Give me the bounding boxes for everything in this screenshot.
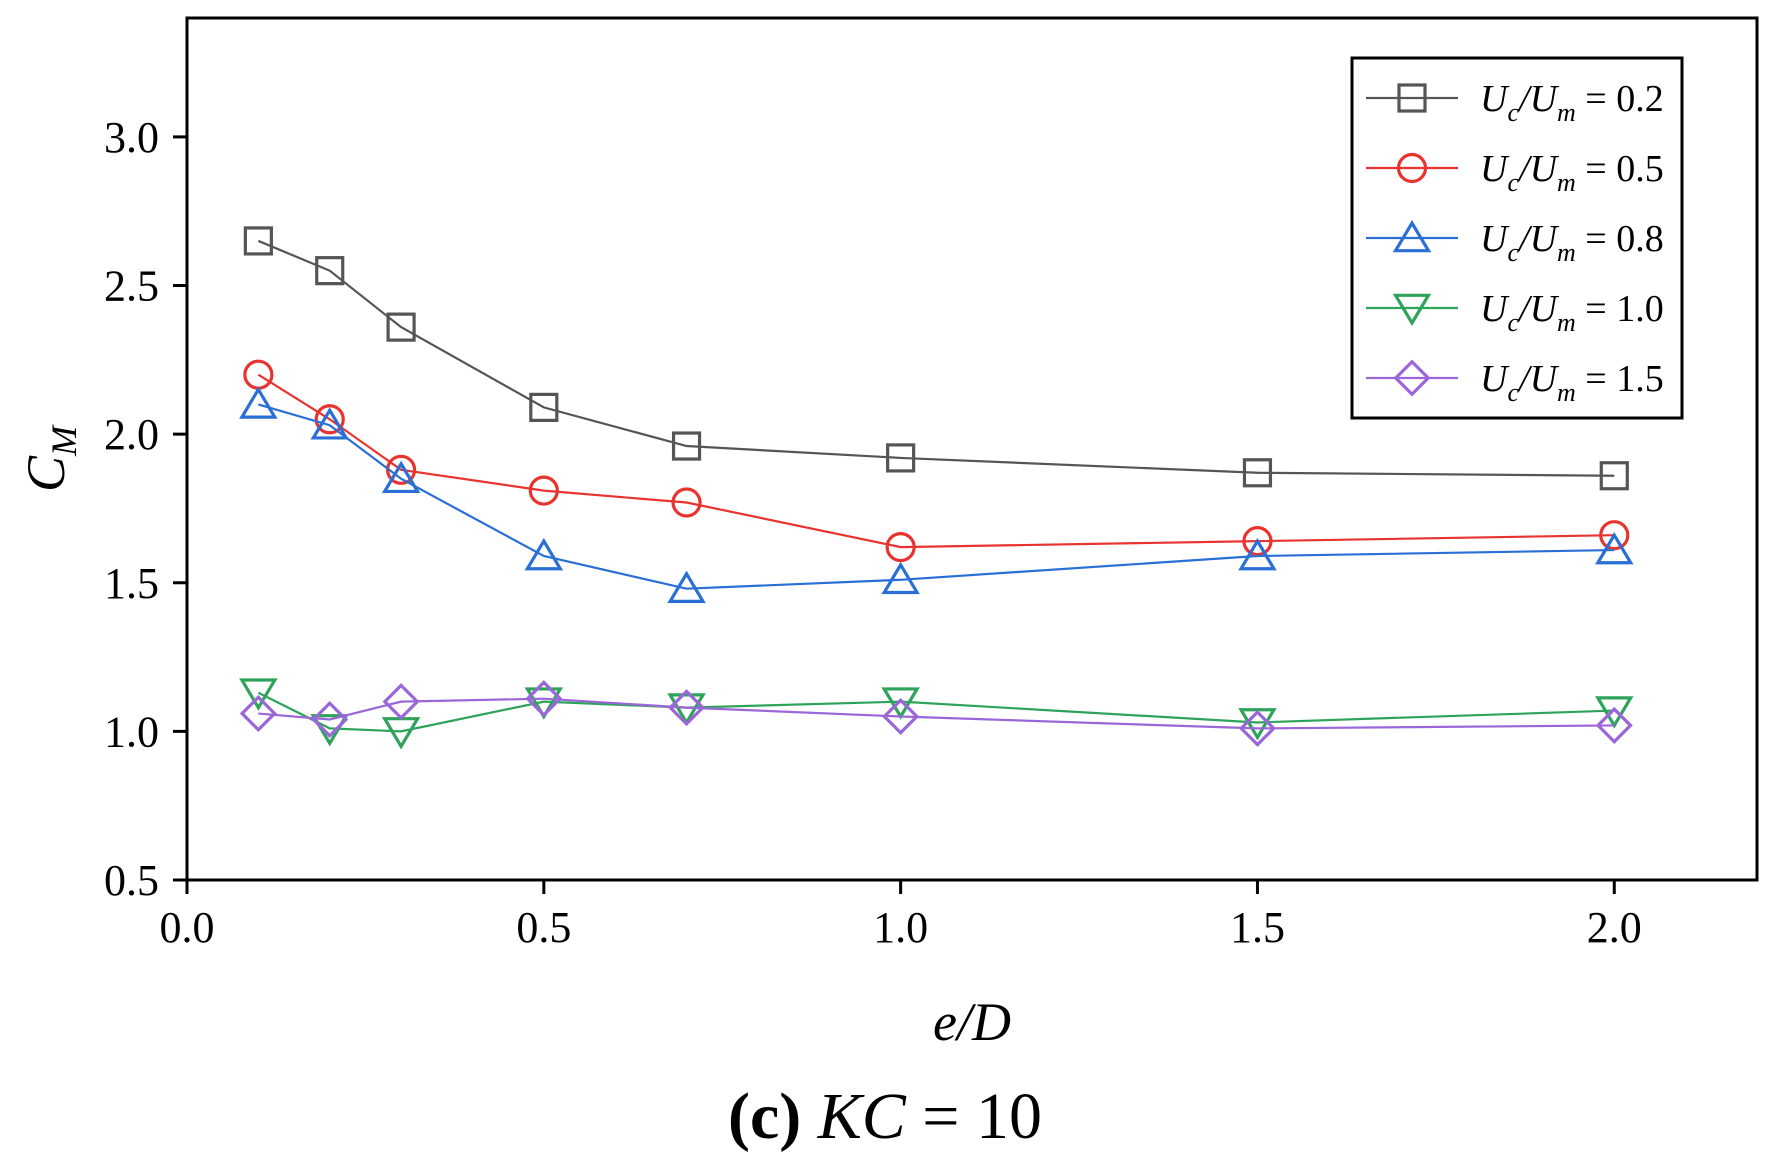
x-axis-label: e/D — [933, 992, 1011, 1052]
data-point — [239, 695, 277, 733]
legend-label: Uc/Um = 1.0 — [1480, 288, 1664, 337]
data-point — [885, 531, 916, 563]
legend-marker — [1397, 83, 1427, 113]
legend-marker — [1392, 293, 1432, 327]
legend-label: Uc/Um = 0.8 — [1480, 218, 1664, 267]
x-tick-label: 2.0 — [1587, 903, 1642, 952]
series-line — [258, 403, 1615, 590]
data-point — [1595, 706, 1633, 744]
x-tick-label: 0.5 — [516, 903, 571, 952]
legend-label: Uc/Um = 0.2 — [1480, 78, 1664, 127]
data-point — [529, 392, 559, 422]
data-point — [524, 537, 564, 571]
y-tick-label: 1.5 — [104, 559, 159, 608]
data-point — [311, 700, 349, 739]
data-point — [1238, 708, 1277, 741]
legend-entry: Uc/Um = 1.5 — [1366, 358, 1664, 407]
x-tick-label: 1.5 — [1230, 903, 1285, 952]
plot-area: 0.0 0.5 1.0 1.5 2.00.51.01.52.02.53.0 — [104, 16, 1759, 952]
legend-marker — [1392, 219, 1432, 253]
legend-label: Uc/Um = 1.5 — [1480, 358, 1664, 407]
data-point — [886, 443, 916, 473]
y-axis-label-text: CM — [16, 424, 84, 492]
data-point — [881, 687, 920, 720]
data-point — [667, 570, 706, 604]
data-point — [239, 678, 278, 711]
data-point — [381, 460, 421, 494]
legend-entry: Uc/Um = 0.2 — [1366, 78, 1664, 127]
data-point — [1238, 709, 1276, 747]
data-point — [381, 717, 421, 750]
data-point — [382, 683, 420, 721]
data-point — [239, 386, 278, 419]
data-point — [315, 256, 345, 286]
data-point — [525, 680, 563, 718]
data-point — [314, 404, 345, 435]
data-point — [1599, 520, 1630, 551]
data-point — [1595, 696, 1634, 729]
y-tick-label: 0.5 — [104, 856, 159, 905]
x-tick-label: 0.0 — [160, 903, 215, 952]
data-point — [1238, 537, 1277, 571]
series-1-5 — [239, 680, 1633, 747]
data-point — [310, 407, 349, 440]
legend-entry: Uc/Um = 0.5 — [1366, 148, 1664, 197]
data-point — [668, 689, 706, 727]
y-tick-label: 3.0 — [104, 113, 159, 162]
legend-marker — [1393, 359, 1431, 397]
legend: Uc/Um = 0.2 Uc/Um = 0.5 Uc/Um = 0.8 Uc/Um =… — [1350, 56, 1684, 420]
data-point — [881, 561, 920, 595]
series-0-2 — [243, 226, 1629, 491]
y-tick-label: 2.5 — [104, 262, 159, 311]
data-point — [528, 475, 559, 506]
data-point — [1595, 531, 1634, 565]
y-tick-label: 2.0 — [104, 410, 159, 459]
legend-label: Uc/Um = 0.5 — [1480, 148, 1664, 197]
data-point — [1242, 526, 1273, 557]
data-point — [882, 698, 920, 736]
data-point — [671, 431, 702, 461]
data-point — [243, 226, 273, 256]
data-point — [1599, 461, 1629, 491]
series-0-8 — [239, 386, 1634, 604]
legend-entry: Uc/Um = 1.0 — [1366, 288, 1664, 337]
data-point — [1242, 458, 1273, 488]
legend-entry: Uc/Um = 0.8 — [1366, 218, 1664, 267]
data-point — [386, 312, 416, 342]
figure-caption: (c) KC = 10 — [728, 1080, 1042, 1153]
x-tick-label: 1.0 — [873, 903, 928, 952]
legend-marker — [1396, 152, 1428, 184]
y-tick-label: 1.0 — [104, 707, 159, 756]
series-1-0 — [239, 678, 1634, 750]
plot-frame — [185, 16, 1759, 882]
data-point — [671, 487, 702, 518]
y-axis-label: CM — [16, 424, 84, 492]
series-line — [257, 691, 1615, 733]
data-point — [524, 687, 564, 720]
